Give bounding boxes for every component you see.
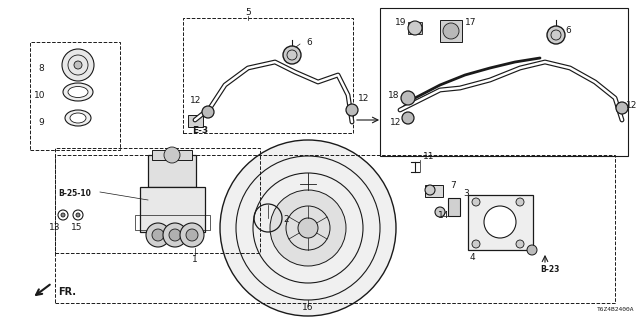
Circle shape (346, 104, 358, 116)
Text: B-23: B-23 (540, 266, 559, 275)
Circle shape (152, 229, 164, 241)
Circle shape (76, 213, 80, 217)
Bar (408, 22, 422, 34)
Text: 19: 19 (395, 18, 406, 27)
Circle shape (516, 240, 524, 248)
Text: 11: 11 (423, 151, 435, 161)
Text: 14: 14 (438, 211, 449, 220)
Circle shape (202, 106, 214, 118)
Text: 16: 16 (302, 303, 314, 313)
Circle shape (220, 140, 396, 316)
Bar (148, 155, 196, 187)
Bar (448, 198, 460, 216)
Bar (380, 8, 628, 156)
Circle shape (547, 26, 565, 44)
Circle shape (527, 245, 537, 255)
Ellipse shape (68, 86, 88, 98)
Bar (140, 187, 205, 232)
Ellipse shape (63, 83, 93, 101)
Bar (152, 150, 192, 160)
Bar (55, 148, 260, 253)
Text: B-25-10: B-25-10 (58, 188, 91, 197)
Circle shape (61, 213, 65, 217)
Text: 12: 12 (358, 93, 369, 102)
Circle shape (298, 218, 318, 238)
Circle shape (402, 112, 414, 124)
Circle shape (401, 91, 415, 105)
Bar (55, 155, 615, 303)
Circle shape (74, 61, 82, 69)
Circle shape (484, 206, 516, 238)
Text: FR.: FR. (58, 287, 76, 297)
Circle shape (472, 198, 480, 206)
Circle shape (443, 23, 459, 39)
Text: 8: 8 (38, 63, 44, 73)
Text: 12: 12 (190, 95, 202, 105)
Circle shape (62, 49, 94, 81)
Circle shape (164, 147, 180, 163)
Circle shape (516, 198, 524, 206)
Text: 12: 12 (626, 100, 637, 109)
Text: 4: 4 (470, 253, 476, 262)
Text: 9: 9 (38, 117, 44, 126)
Circle shape (425, 185, 435, 195)
Bar (425, 185, 443, 197)
Bar (183, 18, 353, 133)
Text: E-3: E-3 (192, 125, 208, 134)
Circle shape (169, 229, 181, 241)
Circle shape (408, 21, 422, 35)
Text: 10: 10 (34, 91, 45, 100)
Text: 3: 3 (463, 189, 468, 198)
Text: 6: 6 (565, 26, 571, 35)
Circle shape (186, 229, 198, 241)
Text: 7: 7 (450, 180, 456, 189)
Text: T6Z4B2400A: T6Z4B2400A (596, 307, 634, 312)
Circle shape (146, 223, 170, 247)
Circle shape (283, 46, 301, 64)
Bar (468, 195, 533, 250)
Text: 1: 1 (192, 255, 198, 265)
Circle shape (163, 223, 187, 247)
Circle shape (616, 102, 628, 114)
Text: 13: 13 (49, 223, 61, 233)
Text: 15: 15 (71, 223, 83, 233)
Text: 18: 18 (388, 91, 399, 100)
Bar (30, 42, 120, 150)
Text: 2: 2 (283, 215, 289, 225)
Text: 6: 6 (306, 37, 312, 46)
Circle shape (435, 207, 445, 217)
Ellipse shape (70, 113, 86, 123)
Text: 17: 17 (465, 18, 477, 27)
Bar (440, 20, 462, 42)
Ellipse shape (65, 110, 91, 126)
Circle shape (180, 223, 204, 247)
Bar (135, 215, 210, 230)
Circle shape (472, 240, 480, 248)
Text: 5: 5 (245, 7, 251, 17)
Bar (188, 115, 203, 127)
Circle shape (270, 190, 346, 266)
Text: 12: 12 (390, 117, 401, 126)
